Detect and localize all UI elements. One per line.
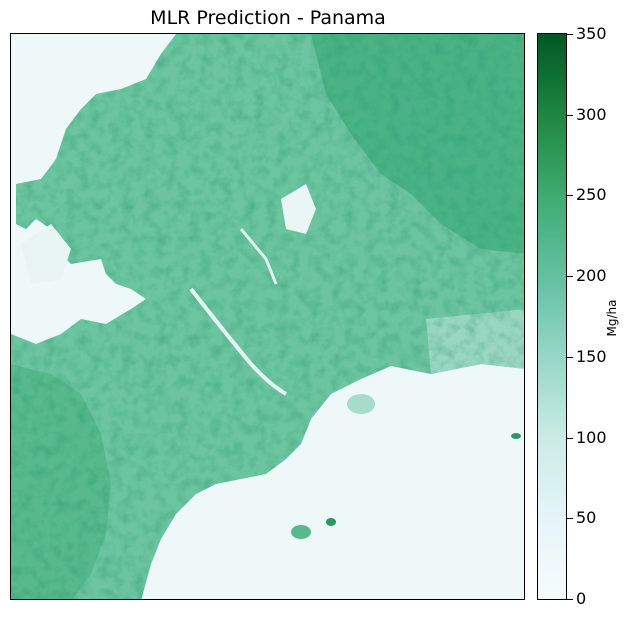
biomass-map-image bbox=[11, 34, 524, 599]
colorbar-tick-label: 0 bbox=[576, 589, 587, 608]
colorbar-tick bbox=[567, 599, 573, 600]
colorbar bbox=[537, 33, 567, 600]
colorbar-tick bbox=[567, 518, 573, 520]
colorbar-label: Mg/ha bbox=[605, 299, 619, 337]
colorbar-tick bbox=[567, 356, 573, 358]
colorbar-tick bbox=[567, 437, 573, 439]
island bbox=[511, 433, 521, 439]
colorbar-tick bbox=[567, 195, 573, 197]
island bbox=[326, 518, 336, 526]
island bbox=[291, 525, 311, 539]
colorbar-tick-label: 300 bbox=[576, 104, 607, 124]
colorbar-tick-label: 100 bbox=[576, 427, 607, 447]
colorbar-tick-label: 50 bbox=[576, 508, 597, 528]
colorbar-tick-label: 150 bbox=[576, 346, 607, 366]
biomass-map bbox=[10, 33, 525, 600]
colorbar-tick bbox=[567, 34, 573, 35]
colorbar-tick-label: 250 bbox=[576, 185, 607, 205]
island bbox=[347, 394, 375, 414]
colorbar-tick-label: 200 bbox=[576, 266, 607, 286]
chart-title: MLR Prediction - Panama bbox=[150, 7, 386, 29]
colorbar-tick bbox=[567, 276, 573, 278]
colorbar-tick bbox=[567, 114, 573, 116]
colorbar-tick-label: 350 bbox=[576, 24, 607, 43]
land-region bbox=[11, 34, 524, 599]
